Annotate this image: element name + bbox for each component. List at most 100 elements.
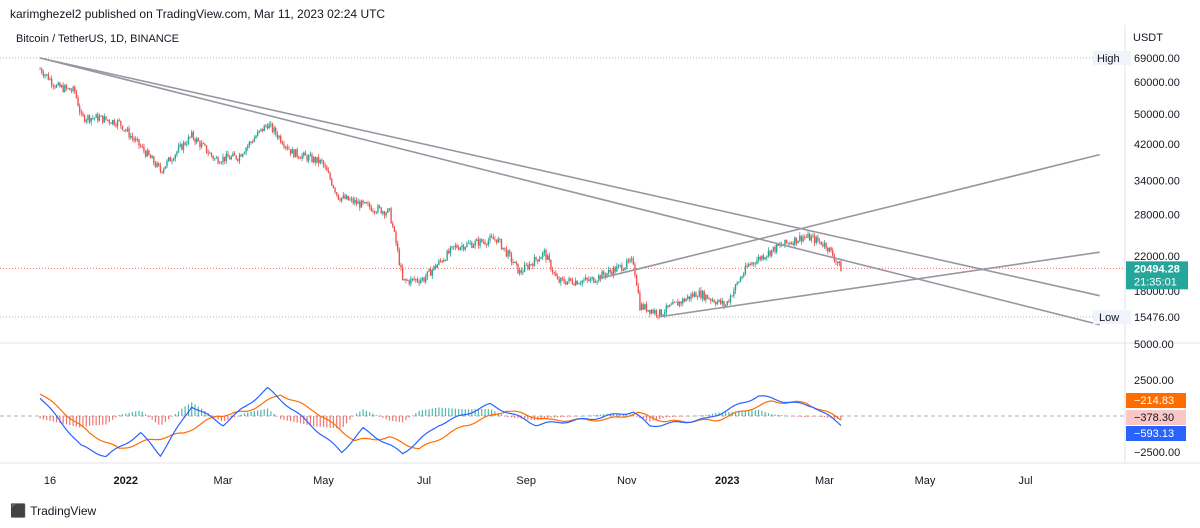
- candle-body: [182, 142, 185, 150]
- candle-body: [647, 309, 649, 312]
- candle-body: [658, 309, 661, 317]
- candle-body: [336, 192, 338, 195]
- candle-body: [90, 118, 92, 122]
- time-tick-label: Nov: [617, 475, 637, 487]
- candle-body: [838, 261, 841, 264]
- price-tick-label: 60000.00: [1134, 77, 1180, 89]
- candle-body: [316, 157, 318, 163]
- macd-histogram-bar: [88, 416, 91, 426]
- candle-body: [200, 143, 203, 148]
- macd-histogram-bar: [477, 409, 480, 416]
- macd-histogram-bar: [250, 411, 252, 416]
- candle-body: [789, 242, 791, 245]
- candle-body: [98, 116, 101, 121]
- macd-histogram-bar: [105, 416, 107, 425]
- candle-body: [525, 264, 527, 266]
- candle-body: [588, 279, 590, 281]
- candle-body: [734, 284, 737, 291]
- candle-body: [804, 236, 806, 238]
- candle-body: [143, 146, 145, 152]
- candle-body: [556, 276, 559, 280]
- macd-histogram-bar: [49, 416, 51, 421]
- candle-body: [823, 242, 826, 247]
- macd-histogram-bar: [547, 416, 549, 419]
- candle-body: [609, 269, 611, 272]
- candle-body: [502, 247, 504, 250]
- candle-body: [548, 255, 550, 261]
- macd-histogram-bar: [154, 416, 157, 423]
- candle-body: [153, 156, 155, 164]
- candle-body: [311, 154, 313, 163]
- candle-body: [106, 119, 109, 121]
- macd-histogram-bar: [767, 413, 770, 416]
- candle-body: [637, 285, 639, 293]
- macd-histogram-bar: [375, 415, 377, 416]
- candle-body: [166, 160, 168, 167]
- macd-histogram-bar: [280, 416, 282, 420]
- candle-body: [558, 279, 560, 283]
- macd-histogram-bar: [411, 415, 414, 416]
- candle-body: [134, 139, 137, 141]
- candle-body: [471, 242, 473, 248]
- candle-body: [187, 136, 190, 144]
- candle-body: [728, 301, 730, 303]
- macd-histogram-bar: [197, 406, 199, 416]
- macd-histogram-bar: [204, 411, 206, 416]
- candle-body: [456, 245, 458, 248]
- candle-body: [248, 141, 251, 146]
- candle-body: [662, 314, 664, 316]
- candle-body: [678, 301, 681, 306]
- candle-body: [393, 226, 396, 232]
- candle-body: [771, 249, 773, 256]
- macd-histogram-bar: [672, 416, 674, 417]
- candle-body: [820, 241, 822, 245]
- candle-body: [258, 130, 260, 132]
- macd-histogram-bar: [668, 416, 671, 418]
- candle-body: [400, 264, 402, 268]
- macd-histogram-bar: [55, 416, 58, 423]
- candle-body: [184, 142, 186, 145]
- macd-histogram-bar: [550, 416, 552, 418]
- macd-histogram-bar: [612, 414, 615, 416]
- macd-histogram-bar: [378, 416, 381, 417]
- time-tick-label: Mar: [214, 475, 233, 487]
- candle-body: [635, 275, 638, 286]
- macd-histogram-bar: [823, 416, 826, 418]
- macd-histogram-bar: [675, 416, 677, 417]
- candle-body: [93, 117, 96, 119]
- macd-histogram-bar: [349, 416, 351, 420]
- macd-histogram-bar: [385, 416, 387, 420]
- macd-histogram-bar: [322, 416, 325, 428]
- candle-body: [251, 141, 254, 143]
- candle-body: [326, 166, 328, 171]
- macd-histogram-bar: [392, 416, 394, 422]
- macd-histogram-bar: [728, 411, 730, 416]
- countdown-timer: 21:35:01: [1134, 276, 1177, 288]
- macd-histogram-bar: [191, 402, 193, 416]
- candle-body: [476, 239, 478, 241]
- candle-body: [146, 150, 148, 157]
- macd-histogram-bar: [121, 414, 124, 416]
- candle-body: [350, 198, 353, 200]
- macd-histogram-bar: [270, 411, 272, 416]
- candle-body: [128, 128, 130, 138]
- candle-body: [517, 263, 519, 274]
- candle-body: [416, 279, 419, 282]
- candle-body: [746, 265, 748, 267]
- price-tick-label: 34000.00: [1134, 176, 1180, 188]
- candle-body: [154, 163, 157, 167]
- candle-body: [680, 301, 682, 304]
- macd-histogram-bar: [807, 416, 809, 417]
- macd-histogram-bar: [115, 416, 117, 418]
- macd-histogram-bar: [665, 416, 667, 418]
- candle-body: [415, 279, 417, 281]
- candle-body: [125, 129, 127, 131]
- candle-body: [92, 117, 94, 119]
- candle-body: [85, 119, 87, 122]
- candle-body: [484, 241, 486, 245]
- candle-body: [729, 295, 732, 303]
- candle-body: [301, 155, 303, 159]
- candle-body: [538, 258, 541, 262]
- macd-histogram-bar: [201, 408, 203, 416]
